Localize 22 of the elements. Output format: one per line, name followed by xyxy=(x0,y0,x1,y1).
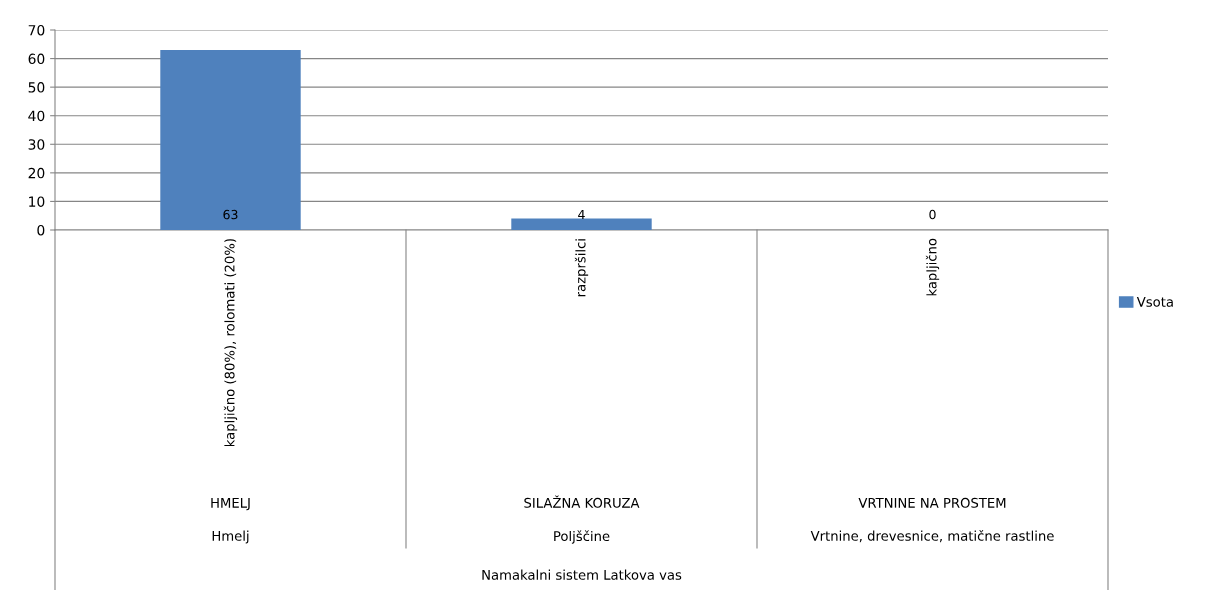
x-tick-label: kapljično xyxy=(925,238,940,296)
text: SILAŽNA KORUZA xyxy=(524,495,640,508)
y-tick-label: 70 xyxy=(28,24,45,36)
data-label: 0 xyxy=(929,209,936,220)
y-tick-label: 40 xyxy=(28,110,45,122)
y-tick-label: 60 xyxy=(28,53,45,65)
text: Hmelj xyxy=(212,530,249,544)
data-label: 4 xyxy=(578,209,585,220)
x-tick-label: kapljično (80%), rolomati (20%) xyxy=(223,239,238,447)
legend-label: Vsota xyxy=(1136,297,1173,307)
text: VRTNINE NA PROSTEM xyxy=(858,497,1006,508)
y-tick-label: 10 xyxy=(29,196,45,207)
text: Poljščine xyxy=(554,530,610,544)
y-tick-label: 30 xyxy=(28,139,45,150)
y-tick-label: 50 xyxy=(28,82,45,93)
y-tick-label: 20 xyxy=(28,167,45,179)
text: Vrtnine, drevesnice, matične rastline xyxy=(810,530,1054,543)
x-tick-label: razpršilci xyxy=(574,239,589,297)
y-tick-label: 0 xyxy=(37,224,45,236)
data-label: 63 xyxy=(223,209,238,220)
text: HMELJ xyxy=(211,498,250,511)
text: Namakalni sistem Latkova vas xyxy=(482,569,682,580)
